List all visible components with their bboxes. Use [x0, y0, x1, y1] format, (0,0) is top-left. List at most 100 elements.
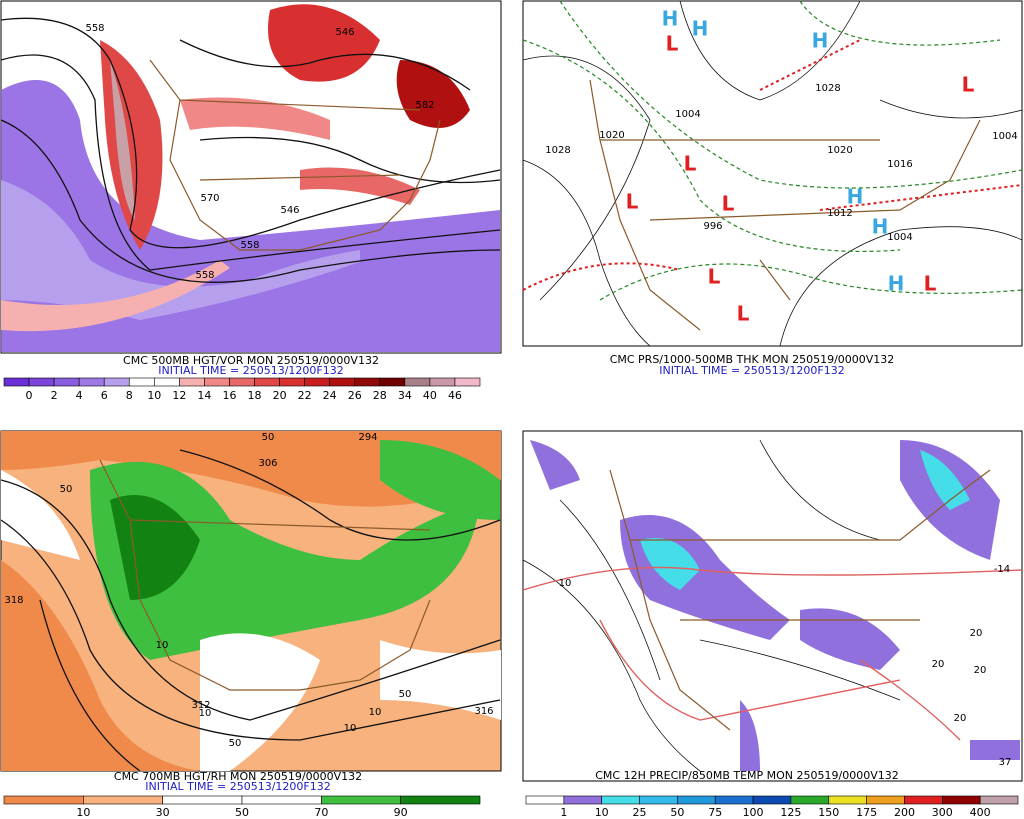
colorbar-swatch — [790, 795, 830, 805]
colorbar-label: 25 — [633, 806, 647, 819]
colorbar-swatch — [3, 377, 30, 387]
colorbar-swatch — [677, 795, 716, 805]
colorbar-label: 24 — [323, 389, 337, 402]
colorbar-swatch — [563, 795, 602, 805]
colorbar-label: 200 — [894, 806, 915, 819]
contour-label: 1004 — [675, 109, 700, 120]
contour-label: 10 — [559, 578, 572, 589]
colorbar-label: 40 — [423, 389, 437, 402]
colorbar-swatch — [128, 377, 155, 387]
contour-label: 10 — [369, 707, 382, 718]
colorbar-swatch — [179, 377, 205, 387]
colorbar-swatch — [639, 795, 678, 805]
colorbar-label: 10 — [147, 389, 161, 402]
colorbar-swatch — [254, 377, 280, 387]
contour-label: 1012 — [827, 208, 852, 219]
colorbar-label: 400 — [970, 806, 991, 819]
pressure-center: L — [708, 265, 721, 289]
initial-time: INITIAL TIME = 250513/1200F132 — [158, 364, 343, 377]
pressure-center: L — [737, 302, 750, 326]
colorbar-swatch — [304, 377, 330, 387]
contour-label: -14 — [994, 564, 1010, 575]
colorbar-label: 50 — [235, 806, 249, 819]
panel-4-map — [522, 430, 1023, 782]
contour-label: 316 — [474, 706, 493, 717]
colorbar-swatch — [103, 377, 130, 387]
panel-1-map — [0, 0, 502, 354]
pressure-center: L — [684, 152, 697, 176]
colorbar-swatch — [78, 377, 105, 387]
colorbar-label: 18 — [248, 389, 262, 402]
caption: CMC 700MB HGT/RH MON 250519/0000V132 — [114, 770, 362, 783]
contour-label: 312 — [191, 700, 210, 711]
contour-label: 318 — [4, 595, 23, 606]
caption: CMC 500MB HGT/VOR MON 250519/0000V132 — [123, 354, 379, 367]
contour-label: 570 — [200, 193, 219, 204]
colorbar-label: 0 — [26, 389, 33, 402]
contour-label: 20 — [954, 713, 967, 724]
pressure-center: H — [692, 17, 709, 41]
colorbar-label: 50 — [670, 806, 684, 819]
colorbar-label: 12 — [172, 389, 186, 402]
contour-label: 50 — [229, 738, 242, 749]
colorbar-label: 16 — [222, 389, 236, 402]
contour-label: 1004 — [887, 232, 912, 243]
initial-time: INITIAL TIME = 250513/1200F132 — [659, 364, 844, 377]
pressure-center: H — [888, 272, 905, 296]
pressure-center: H — [847, 185, 864, 209]
pressure-center: L — [924, 272, 937, 296]
contour-label: 10 — [344, 723, 357, 734]
colorbar-swatch — [601, 795, 640, 805]
colorbar-label: 4 — [76, 389, 83, 402]
pressure-center: H — [812, 29, 829, 53]
contour-label: 50 — [262, 432, 275, 443]
colorbar-label: 46 — [448, 389, 462, 402]
colorbar-swatch — [28, 377, 55, 387]
colorbar-swatch — [904, 795, 943, 805]
contour-label: 10 — [156, 640, 169, 651]
colorbar-label: 34 — [398, 389, 412, 402]
colorbar-swatch — [429, 377, 456, 387]
colorbar-label: 28 — [373, 389, 387, 402]
caption: CMC PRS/1000-500MB THK MON 250519/0000V1… — [610, 353, 895, 366]
contour-label: 37 — [999, 757, 1012, 768]
pressure-center: H — [872, 215, 889, 239]
pressure-center: L — [666, 32, 679, 56]
pressure-center: H — [662, 7, 679, 31]
colorbar-swatch — [866, 795, 905, 805]
colorbar-label: 70 — [314, 806, 328, 819]
pressure-center: L — [722, 192, 735, 216]
contour-label: 558 — [195, 270, 214, 281]
colorbar-label: 175 — [856, 806, 877, 819]
initial-time: INITIAL TIME = 250513/1200F132 — [145, 780, 330, 793]
colorbar-label: 90 — [394, 806, 408, 819]
colorbar-swatch — [454, 377, 481, 387]
caption: CMC 12H PRECIP/850MB TEMP MON 250519/000… — [595, 769, 899, 782]
colorbar-label: 20 — [273, 389, 287, 402]
colorbar-swatch — [53, 377, 80, 387]
colorbar-swatch — [828, 795, 867, 805]
colorbar-label: 10 — [595, 806, 609, 819]
contour-label: 294 — [358, 432, 377, 443]
contour-label: 996 — [703, 221, 722, 232]
colorbar-label: 6 — [101, 389, 108, 402]
contour-label: 558 — [85, 23, 104, 34]
colorbar-label: 125 — [780, 806, 801, 819]
panel-3-map — [0, 430, 502, 772]
colorbar-label: 2 — [51, 389, 58, 402]
colorbar-swatch — [354, 377, 381, 387]
contour-label: 20 — [970, 628, 983, 639]
colorbar-swatch — [3, 795, 84, 805]
pressure-center: L — [626, 190, 639, 214]
colorbar-swatch — [979, 795, 1019, 805]
colorbar-swatch — [400, 795, 481, 805]
colorbar-swatch — [525, 795, 565, 805]
colorbar-swatch — [241, 795, 322, 805]
contour-label: 1020 — [827, 145, 852, 156]
contour-label: 1016 — [887, 159, 912, 170]
contour-label: 1028 — [545, 145, 570, 156]
panel-2-map — [522, 0, 1023, 347]
colorbar-swatch — [162, 795, 243, 805]
contour-label: 1004 — [992, 131, 1017, 142]
colorbar-label: 30 — [156, 806, 170, 819]
